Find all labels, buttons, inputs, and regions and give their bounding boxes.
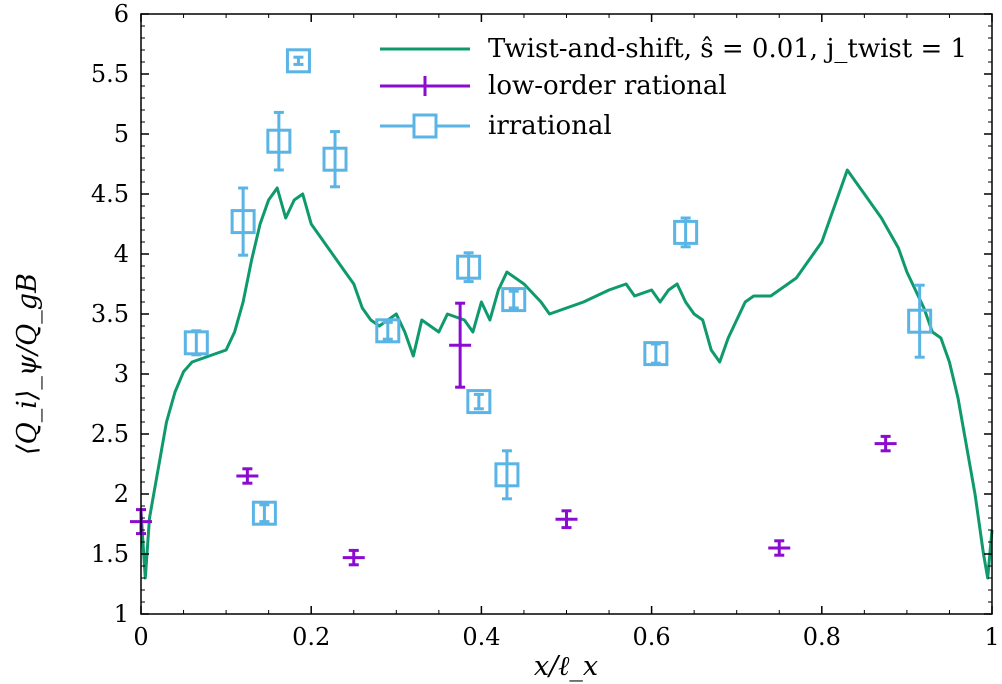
x-tick-label: 1 bbox=[984, 623, 999, 651]
square-marker bbox=[322, 146, 348, 172]
square-marker bbox=[285, 48, 311, 74]
irrational-point-4 bbox=[285, 48, 311, 74]
x-tick-label: 0.4 bbox=[462, 623, 500, 651]
square-marker bbox=[643, 341, 669, 367]
square-marker bbox=[375, 318, 401, 344]
legend-label: irrational bbox=[488, 111, 612, 141]
y-tick-label: 5.5 bbox=[91, 60, 129, 88]
x-tick-label: 0.6 bbox=[633, 623, 671, 651]
square-marker bbox=[494, 462, 520, 488]
square-marker bbox=[466, 389, 492, 415]
x-tick-label: 0.8 bbox=[803, 623, 841, 651]
irrational-point-6 bbox=[375, 318, 401, 344]
irrational-point-12 bbox=[673, 216, 699, 249]
irrational-point-1 bbox=[230, 186, 256, 257]
plot-area bbox=[130, 48, 994, 580]
square-marker bbox=[251, 500, 277, 526]
irrational-point-0 bbox=[183, 329, 209, 357]
irrational-point-2 bbox=[251, 500, 277, 526]
series-line-twist-and-shift bbox=[139, 168, 994, 580]
irrational-point-9 bbox=[494, 449, 520, 501]
y-tick-label: 1.5 bbox=[91, 540, 129, 568]
y-tick-label: 1 bbox=[114, 600, 129, 628]
y-axis-label: ⟨Q_i⟩_ψ/Q_gB bbox=[12, 273, 43, 455]
square-marker bbox=[456, 254, 482, 280]
axes: 0 0.2 0.4 0.6 0.8 1 1 1.5 2 2.5 3 3.5 4 4.5 5 5.5 6 bbox=[91, 0, 1000, 651]
y-tick-label: 6 bbox=[114, 0, 129, 28]
x-axis-label: x/ℓ_x bbox=[534, 651, 598, 682]
square-marker bbox=[266, 128, 292, 154]
irrational-point-11 bbox=[643, 341, 669, 367]
square-marker bbox=[673, 219, 699, 245]
legend-label: low-order rational bbox=[488, 71, 727, 101]
rational-point-5 bbox=[768, 539, 791, 557]
irrational-point-10 bbox=[501, 287, 527, 313]
square-marker bbox=[907, 308, 933, 334]
legend-entry-2: irrational bbox=[380, 111, 612, 141]
rational-point-4 bbox=[555, 509, 578, 530]
rational-point-3 bbox=[449, 301, 472, 389]
x-tick-label: 0.2 bbox=[292, 623, 330, 651]
legend-entry-0: Twist-and-shift, ŝ = 0.01, j_twist = 1 bbox=[380, 34, 967, 64]
irrational-point-7 bbox=[456, 251, 482, 284]
rational-point-1 bbox=[236, 467, 259, 485]
y-tick-label: 5 bbox=[114, 120, 129, 148]
x-tick-label: 0 bbox=[133, 623, 148, 651]
y-tick-label: 2 bbox=[114, 480, 129, 508]
square-marker bbox=[183, 330, 209, 356]
rational-point-6 bbox=[874, 434, 897, 453]
y-tick-label: 4.5 bbox=[91, 180, 129, 208]
y-tick-label: 2.5 bbox=[91, 420, 129, 448]
y-tick-label: 4 bbox=[114, 240, 129, 268]
legend-entry-1: low-order rational bbox=[380, 71, 727, 101]
square-marker bbox=[501, 287, 527, 313]
irrational-point-13 bbox=[907, 283, 933, 359]
square-marker bbox=[230, 209, 256, 235]
irrational-point-5 bbox=[322, 130, 348, 189]
irrational-point-8 bbox=[466, 389, 492, 415]
legend-label: Twist-and-shift, ŝ = 0.01, j_twist = 1 bbox=[488, 34, 967, 64]
irrational-point-3 bbox=[266, 110, 292, 172]
rational-point-2 bbox=[342, 548, 365, 567]
legend-square-marker bbox=[412, 113, 438, 139]
y-tick-label: 3.5 bbox=[91, 300, 129, 328]
y-tick-label: 3 bbox=[114, 360, 129, 388]
legend: Twist-and-shift, ŝ = 0.01, j_twist = 1 lo… bbox=[380, 34, 967, 141]
